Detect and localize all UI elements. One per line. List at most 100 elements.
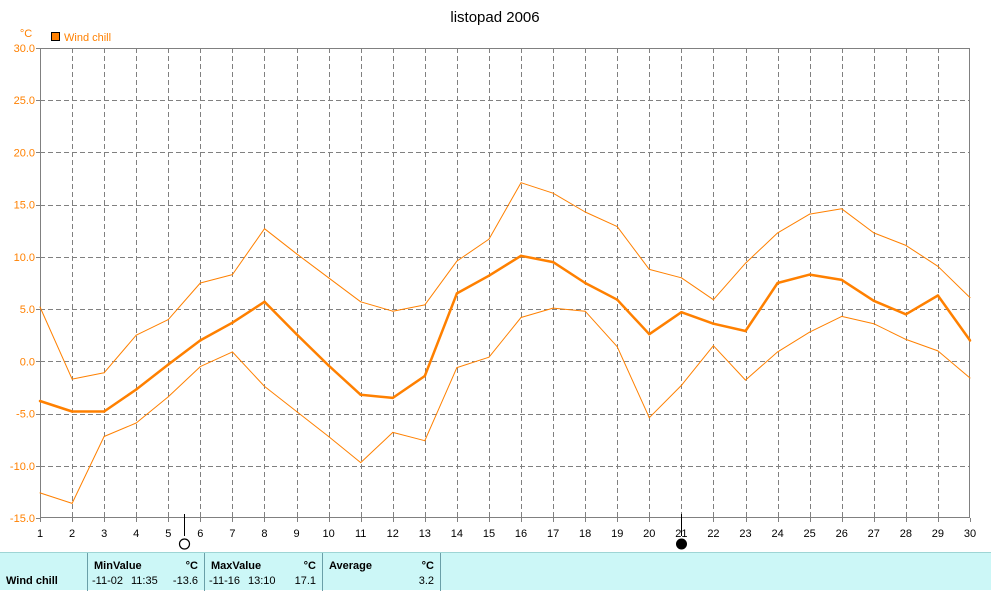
data-point-average [263, 300, 266, 304]
data-point-max [680, 277, 682, 279]
data-point-max [841, 208, 843, 210]
data-point-max [873, 232, 875, 234]
data-point-min [360, 462, 362, 464]
data-point-average [70, 410, 74, 413]
stats-min-header: MinValue [94, 560, 142, 572]
data-point-min [745, 379, 747, 381]
data-point-average [776, 281, 779, 285]
data-point-min [905, 338, 907, 340]
data-point-max [520, 182, 522, 184]
data-point-average [38, 399, 42, 403]
data-point-min [552, 307, 554, 309]
data-point-min [616, 346, 618, 348]
stats-max-date: -11-16 [209, 575, 240, 587]
chart-title: listopad 2006 [450, 9, 539, 26]
x-tick-label: 19 [611, 528, 623, 540]
y-tick-label: -15.0 [10, 513, 35, 525]
data-point-max [905, 244, 907, 246]
data-point-min [424, 440, 426, 442]
stats-max-header: MaxValue [211, 560, 262, 572]
x-tick-label: 1 [37, 528, 43, 540]
plot-frame [40, 48, 970, 518]
data-point-min [809, 331, 811, 333]
data-point-min [199, 366, 201, 368]
y-tick-label: 5.0 [20, 304, 35, 316]
x-tick-label: 12 [387, 528, 399, 540]
data-point-min [39, 492, 41, 494]
y-axis-unit-label: °C [20, 28, 32, 40]
stats-max-cell: MaxValue °C -11-16 13:10 17.1 [205, 553, 323, 591]
data-point-max [296, 253, 298, 255]
data-point-min [520, 316, 522, 318]
y-tick-label: -10.0 [10, 461, 35, 473]
data-point-average [167, 363, 170, 366]
data-point-min [648, 417, 650, 419]
data-point-average [904, 313, 908, 316]
data-point-max [231, 274, 233, 276]
line-chart: listopad 2006 °C Wind chill -15.0 -10.0 -5.0 0… [10, 9, 976, 550]
data-point-min [937, 350, 939, 352]
data-point-min [841, 315, 843, 317]
data-point-min [488, 356, 490, 358]
data-point-average [648, 332, 651, 336]
data-point-max [328, 277, 330, 279]
data-point-average [423, 374, 427, 378]
x-tick-label: 4 [133, 528, 139, 540]
series-line-min [39, 307, 971, 504]
x-tick-label: 26 [836, 528, 848, 540]
data-point-min [103, 436, 105, 438]
data-point-min [167, 396, 169, 398]
data-point-average [872, 299, 876, 303]
data-point-min [712, 345, 714, 347]
series-line-max [39, 182, 971, 380]
x-tick-label: 29 [932, 528, 944, 540]
data-point-min [777, 351, 779, 353]
stats-max-value: 17.1 [294, 575, 316, 587]
y-tick-label: 25.0 [14, 95, 35, 107]
data-point-average [680, 310, 683, 314]
data-point-average [615, 298, 619, 301]
stats-average-header: Average [329, 560, 373, 572]
x-tick-label: 3 [101, 528, 107, 540]
stats-min-time: 11:35 [131, 575, 158, 587]
data-point-max [424, 304, 426, 306]
y-tick-label: 0.0 [20, 356, 35, 368]
stats-min-date: -11-02 [92, 575, 123, 587]
data-point-min [296, 410, 298, 412]
legend-label: Wind chill [64, 32, 111, 44]
x-tick-label: 5 [165, 528, 171, 540]
x-tick-label: 14 [451, 528, 463, 540]
stats-max-unit: °C [303, 560, 316, 572]
x-tick-label: 9 [293, 528, 299, 540]
data-point-average [487, 274, 491, 277]
data-point-average [840, 278, 843, 282]
x-tick-label: 30 [964, 528, 976, 540]
data-point-average [744, 329, 747, 333]
stats-min-unit: °C [185, 560, 198, 572]
data-point-min [584, 310, 586, 312]
x-tick-label: 8 [261, 528, 267, 540]
data-point-min [969, 377, 971, 379]
data-point-min [456, 367, 458, 369]
x-tick-label: 25 [804, 528, 816, 540]
stats-min-cell: MinValue °C -11-02 11:35 -13.6 [88, 553, 205, 591]
moon-circle-icon [178, 538, 191, 550]
stats-average-value: 3.2 [418, 575, 434, 587]
data-point-average [551, 260, 555, 264]
stats-min-value: -13.6 [172, 575, 198, 587]
x-tick-label: 28 [900, 528, 912, 540]
x-tick-label: 16 [515, 528, 527, 540]
x-tick-label: 7 [229, 528, 235, 540]
stats-max-time: 13:10 [248, 575, 276, 587]
data-point-average [231, 321, 234, 324]
data-point-min [873, 323, 875, 325]
y-tick-label: 20.0 [14, 147, 35, 159]
data-point-max [648, 268, 650, 270]
y-tick-label: 15.0 [14, 200, 35, 212]
data-point-max [135, 334, 137, 336]
data-point-max [777, 232, 779, 234]
stats-series-label: Wind chill [6, 575, 58, 587]
stats-average-unit: °C [421, 560, 434, 572]
data-point-min [135, 422, 137, 424]
data-point-min [328, 436, 330, 438]
